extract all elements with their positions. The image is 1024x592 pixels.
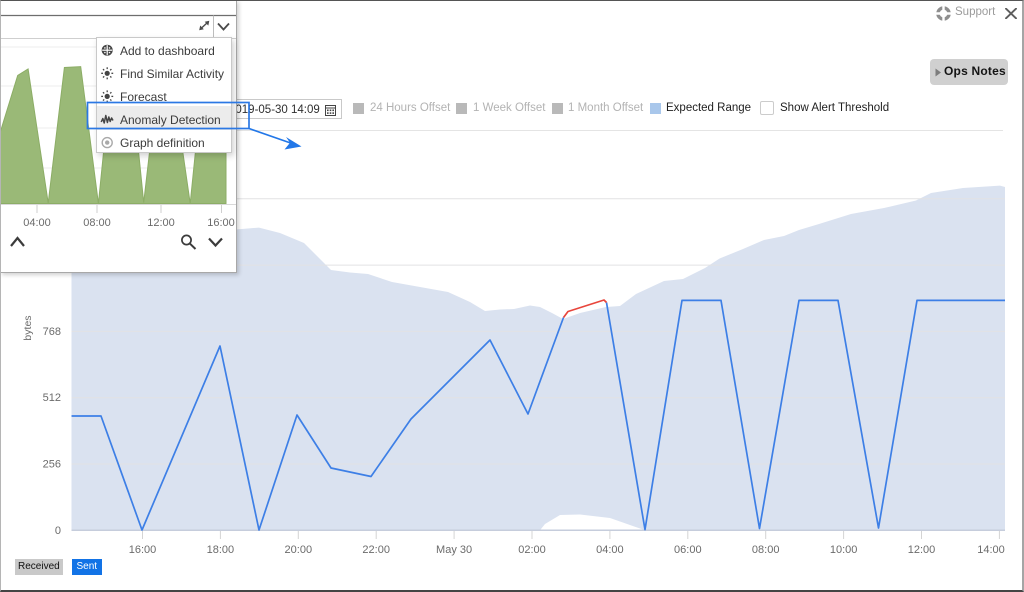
svg-text:20:00: 20:00 [285, 544, 313, 556]
svg-text:02:00: 02:00 [518, 544, 546, 556]
svg-text:256: 256 [43, 459, 61, 471]
svg-text:16:00: 16:00 [129, 544, 157, 556]
svg-text:768: 768 [43, 326, 61, 338]
svg-text:06:00: 06:00 [674, 544, 702, 556]
svg-text:14:00: 14:00 [977, 544, 1005, 556]
svg-text:18:00: 18:00 [207, 544, 235, 556]
svg-text:22:00: 22:00 [362, 544, 390, 556]
svg-text:0: 0 [55, 525, 61, 537]
svg-text:04:00: 04:00 [23, 217, 51, 229]
svg-text:12:00: 12:00 [908, 544, 936, 556]
svg-text:12:00: 12:00 [147, 217, 175, 229]
svg-text:512: 512 [43, 392, 61, 404]
svg-text:08:00: 08:00 [83, 217, 111, 229]
svg-text:10:00: 10:00 [830, 544, 858, 556]
svg-text:08:00: 08:00 [752, 544, 780, 556]
svg-text:bytes: bytes [22, 315, 34, 340]
svg-text:04:00: 04:00 [596, 544, 624, 556]
svg-text:16:00: 16:00 [207, 217, 235, 229]
svg-text:May 30: May 30 [436, 544, 472, 556]
